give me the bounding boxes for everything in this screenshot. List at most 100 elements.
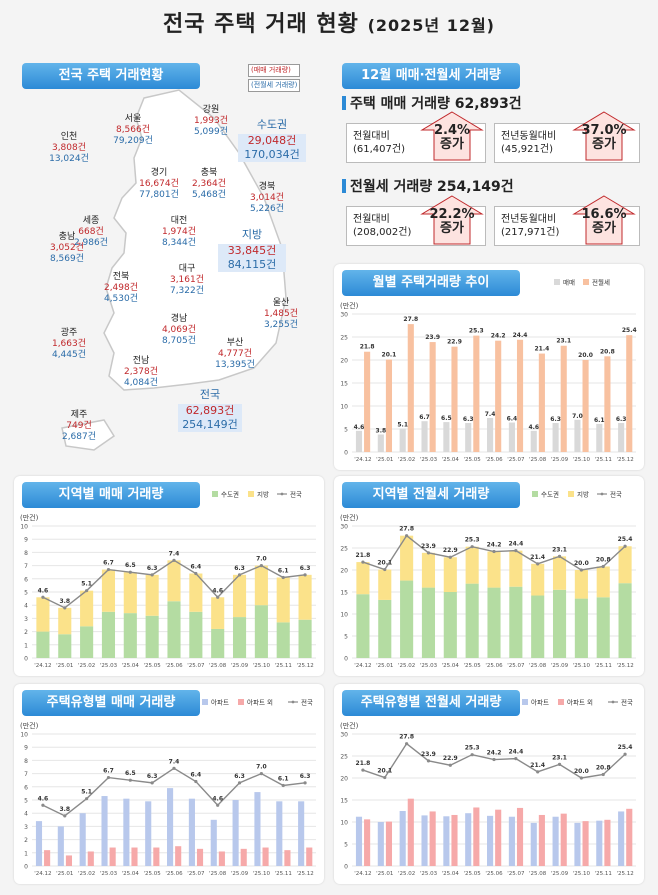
legend-label: 아파트 외 <box>247 698 273 707</box>
x-tick-label: '25.12 <box>296 871 313 877</box>
bar-아파트 <box>188 798 195 866</box>
y-tick-label: 15 <box>340 798 348 805</box>
y-tick-label: 25 <box>340 546 348 553</box>
data-label: 23.9 <box>425 334 440 341</box>
bar-매매 <box>574 419 581 452</box>
chart-panel-1: 지역별 매매 거래량 (만건) 0 1 2 3 4 5 6 7 8 9 10 '24.12 '25.01 '… <box>14 476 324 676</box>
x-tick-label: '25.08 <box>209 663 227 669</box>
rent-yoy-label: 전년동월대비 <box>501 214 557 225</box>
line-point <box>426 759 431 763</box>
bar-수도권 <box>465 583 479 658</box>
data-label: 6.1 <box>278 775 289 782</box>
map-region-2: 인천 3,808건 13,024건 <box>44 132 94 165</box>
y-tick-label: 5 <box>344 427 348 434</box>
region-name: 충남 <box>58 232 76 242</box>
line-point <box>194 571 198 576</box>
line-point <box>237 781 242 785</box>
x-tick-label: '25.10 <box>253 663 271 669</box>
region-rent: 5,226건 <box>249 204 285 214</box>
bar-수도권 <box>531 595 545 658</box>
data-label: 3.8 <box>376 428 387 435</box>
bar-지방 <box>232 574 247 618</box>
line-point <box>361 560 365 564</box>
x-tick-label: '25.03 <box>420 457 438 463</box>
x-tick-label: '24.12 <box>354 457 371 463</box>
bar-매매 <box>465 423 472 452</box>
region-name: 서울 <box>124 114 142 124</box>
region-sale: 1,485건 <box>263 309 299 319</box>
line-point <box>259 564 263 568</box>
legend-label: 매매 <box>563 279 575 287</box>
chart-panel-2: 지역별 전월세 거래량 (만건) 0 5 10 15 20 25 30 '24.12 '25.01… <box>334 476 644 676</box>
x-tick-label: '25.08 <box>529 663 547 669</box>
x-tick-label: '24.12 <box>34 663 51 669</box>
data-label: 24.2 <box>487 542 502 549</box>
bar-지방 <box>36 597 50 632</box>
data-label: 21.8 <box>356 760 371 767</box>
line-point <box>492 549 496 554</box>
bar-아파트 외 <box>429 811 436 866</box>
nation-box: 전국 62,893건 254,149건 <box>178 388 242 438</box>
x-tick-label: '25.02 <box>398 871 415 877</box>
line-point <box>172 558 176 562</box>
bar-지방 <box>487 551 501 588</box>
data-label: 7.0 <box>256 556 267 563</box>
y-tick-label: 5 <box>344 634 348 641</box>
sale-yoy-dir: 증가 <box>592 137 616 152</box>
data-label: 6.4 <box>507 416 518 423</box>
region-sale: 1,993건 <box>193 116 229 126</box>
bar-아파트 외 <box>218 851 225 866</box>
x-tick-label: '25.06 <box>165 871 183 877</box>
y-tick-label: 5 <box>24 798 28 805</box>
legend-label: 지방 <box>577 490 589 499</box>
y-tick-label: 0 <box>24 656 28 663</box>
x-tick-label: '25.06 <box>485 871 503 877</box>
x-tick-label: '25.03 <box>420 663 438 669</box>
data-label: 25.3 <box>465 745 480 752</box>
x-tick-label: '25.11 <box>275 871 292 877</box>
bar-아파트 <box>487 815 494 866</box>
bar-아파트 외 <box>626 808 633 866</box>
y-tick-label: 15 <box>340 381 348 388</box>
bar-매매 <box>377 434 384 452</box>
chart-panel-3: 주택유형별 매매 거래량 (만건) 0 1 2 3 4 5 6 7 8 9 10 '24.12 '25.0… <box>14 684 324 884</box>
bar-수도권 <box>443 592 457 658</box>
bar-매매 <box>508 422 515 452</box>
sale-yoy-arrow: 37.0% 증가 <box>572 110 636 162</box>
data-label: 21.8 <box>356 552 371 559</box>
bar-아파트 외 <box>44 850 51 866</box>
nation-name: 전국 <box>199 388 221 401</box>
bar-아파트 <box>276 801 283 866</box>
data-label: 21.4 <box>530 554 545 561</box>
sale-yoy-label: 전년동월대비 <box>501 131 557 142</box>
legend-swatch <box>554 279 560 285</box>
line-point <box>106 775 111 780</box>
chart-panel-4: 주택유형별 전월세 거래량 (만건) 0 5 10 15 20 25 30 '24.12 '25.… <box>334 684 644 884</box>
bar-지방 <box>574 570 588 599</box>
region-rent: 4,084건 <box>123 378 159 388</box>
data-label: 6.5 <box>125 562 136 569</box>
data-label: 5.1 <box>81 581 92 588</box>
legend-label: 수도권 <box>541 491 559 499</box>
bar-아파트 <box>355 816 363 866</box>
x-tick-label: '24.12 <box>354 871 371 877</box>
x-tick-label: '25.07 <box>507 663 525 669</box>
bar-전월세 <box>604 356 611 452</box>
legend-swatch <box>212 491 218 497</box>
x-tick-label: '25.09 <box>551 663 569 669</box>
data-label: 6.3 <box>463 416 474 423</box>
legend-swatch <box>248 491 254 497</box>
nation-sale: 62,893건 <box>178 404 242 418</box>
region-name: 경남 <box>170 314 188 324</box>
bar-수도권 <box>487 587 501 658</box>
x-tick-label: '25.08 <box>529 871 547 877</box>
rent-yoy-val: 16.6% <box>581 207 627 222</box>
bar-지방 <box>531 563 545 596</box>
bar-지방 <box>465 546 479 584</box>
map-region-10: 전북 2,498건 4,530건 <box>96 272 146 305</box>
sale-mom-arrow: 2.4% 증가 <box>420 110 484 162</box>
data-label: 6.5 <box>125 770 136 777</box>
bar-아파트 <box>465 813 472 866</box>
line-point <box>623 544 627 548</box>
map-header: 전국 주택 거래현황 <box>22 63 200 89</box>
